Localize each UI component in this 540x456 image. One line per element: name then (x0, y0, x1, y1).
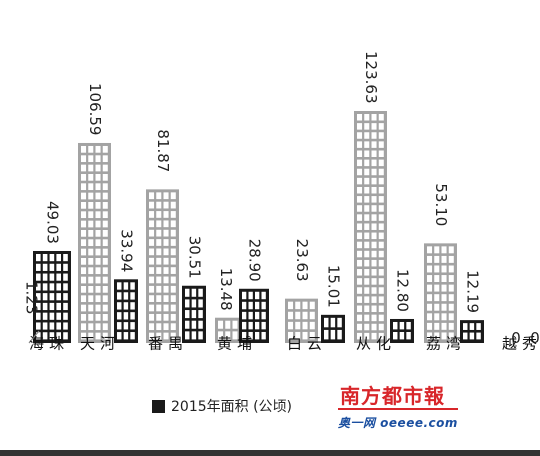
bar-label-s2-1: 33.94 (118, 229, 136, 272)
bar-s2-1 (114, 279, 138, 343)
bar-label-s2-4: 15.01 (325, 265, 343, 308)
category-label-7: 越秀 (502, 335, 540, 353)
category-label-2: 番禺 (148, 335, 188, 353)
bar-label-s1-4: 23.63 (293, 239, 311, 282)
bar-label-s1-7: 0 (511, 329, 521, 347)
bar-label-s1-0: 1.23 (23, 281, 41, 314)
bar-s1-4 (285, 298, 318, 343)
bar-s2-2 (182, 285, 206, 343)
category-label-4: 白云 (287, 335, 327, 353)
bar-s2-5 (390, 318, 414, 343)
bar-label-s1-1: 106.59 (86, 83, 104, 136)
bar-label-s1-3: 13.48 (217, 268, 235, 311)
bar-s1-5 (354, 111, 387, 343)
bar-label-s1-6: 53.10 (432, 183, 450, 226)
bar-s2-0 (33, 250, 71, 343)
bar-label-s2-6: 12.19 (464, 270, 482, 313)
bar-s2-6 (460, 320, 484, 343)
bar-s2-3 (239, 288, 269, 343)
chart-svg: 1.23 49.03 海珠 106.59 33.94 天河 81.87 30.51 番禺 13.4… (23, 51, 540, 353)
bar-label-s2-7: 0 (530, 329, 540, 347)
category-label-1: 天河 (80, 335, 120, 353)
bottom-bar (0, 450, 540, 456)
category-label-5: 从化 (356, 335, 396, 353)
category-label-3: 黄埔 (217, 335, 257, 353)
bar-label-s2-2: 30.51 (186, 236, 204, 279)
bar-label-s2-0: 49.03 (44, 201, 62, 244)
bar-label-s1-5: 123.63 (362, 51, 380, 104)
category-label-0: 海珠 (29, 335, 69, 353)
logo-subtitle: 奥一网 oeeee.com (338, 416, 458, 430)
bar-s1-1 (78, 142, 111, 343)
newspaper-logo: 南方都市報 奥一网 oeeee.com (338, 385, 458, 431)
bar-label-s1-2: 81.87 (154, 129, 172, 172)
legend: 2015年面积 (公顷) (152, 396, 292, 416)
bar-s2-4 (321, 314, 345, 343)
logo-title: 南方都市報 (338, 385, 458, 410)
bar-s1-6 (424, 243, 457, 343)
bar-label-s2-3: 28.90 (246, 239, 264, 282)
category-label-6: 荔湾 (426, 335, 466, 353)
legend-label: 2015年面积 (公顷) (171, 399, 293, 415)
legend-swatch (152, 399, 165, 413)
bar-s1-2 (146, 189, 179, 343)
bar-s1-0 (28, 330, 40, 344)
bar-label-s2-5: 12.80 (394, 269, 412, 312)
